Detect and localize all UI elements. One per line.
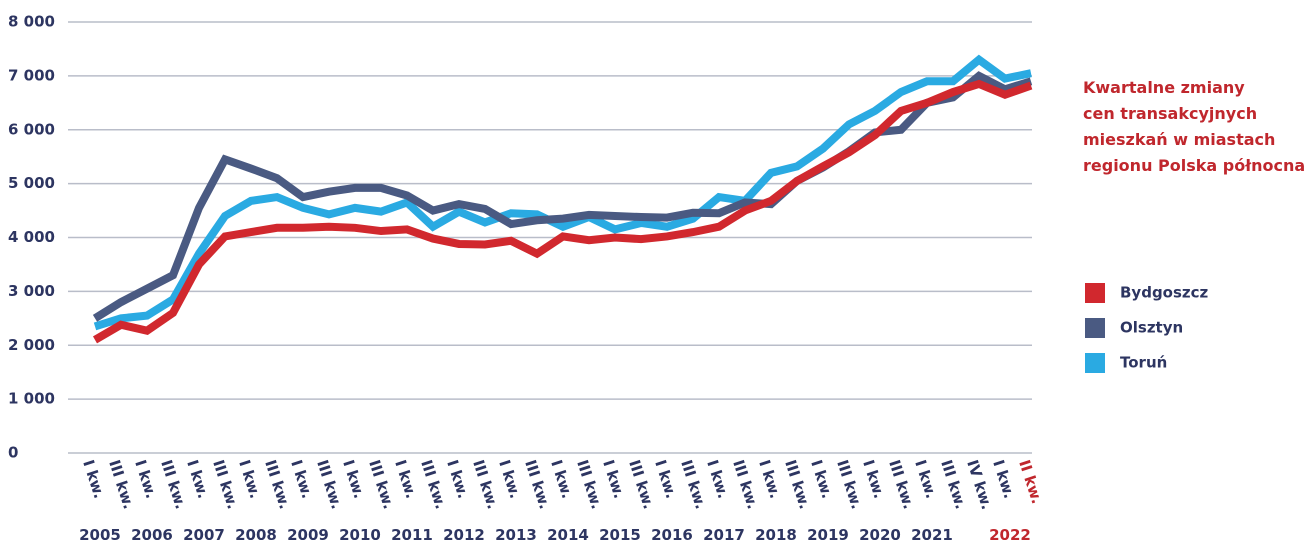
year-label: 2010 — [339, 526, 381, 544]
x-tick-label: I kw. — [911, 458, 940, 501]
year-label: 2017 — [703, 526, 745, 544]
series-line — [92, 79, 1033, 344]
x-tick-label: I kw. — [755, 458, 784, 501]
year-label: 2009 — [287, 526, 329, 544]
y-tick-label: 7 000 — [8, 66, 55, 84]
y-tick-label: 2 000 — [8, 336, 55, 354]
year-label: 2021 — [911, 526, 953, 544]
series-line — [93, 54, 1032, 331]
legend-label: Olsztyn — [1120, 319, 1183, 337]
year-label: 2020 — [859, 526, 901, 544]
year-label: 2006 — [131, 526, 173, 544]
y-tick-label: 1 000 — [8, 390, 55, 408]
chart-title: Kwartalne zmiany — [1083, 78, 1245, 97]
chart-title: mieszkań w miastach — [1083, 130, 1275, 149]
x-tick-label: I kw. — [989, 458, 1018, 501]
x-tick-label: I kw. — [235, 458, 264, 501]
year-label: 2014 — [547, 526, 589, 544]
y-tick-label: 3 000 — [8, 282, 55, 300]
year-label: 2008 — [235, 526, 277, 544]
year-label: 2015 — [599, 526, 641, 544]
series-line — [92, 71, 1033, 322]
year-label: 2011 — [391, 526, 433, 544]
x-tick-label: I kw. — [183, 458, 212, 501]
x-tick-label: I kw. — [703, 458, 732, 501]
y-tick-label: 0 — [8, 444, 18, 462]
x-tick-label: I kw. — [547, 458, 576, 501]
x-tick-label: I kw. — [859, 458, 888, 501]
year-label: 2018 — [755, 526, 797, 544]
chart-title: cen transakcyjnych — [1083, 104, 1257, 123]
year-label: 2013 — [495, 526, 537, 544]
x-tick-label: I kw. — [807, 458, 836, 501]
chart-title: regionu Polska północna — [1083, 156, 1305, 175]
legend-swatch — [1085, 353, 1105, 373]
legend-swatch — [1085, 318, 1105, 338]
x-tick-label: I kw. — [391, 458, 420, 501]
year-label: 2007 — [183, 526, 225, 544]
y-tick-label: 4 000 — [8, 228, 55, 246]
legend-label: Bydgoszcz — [1120, 284, 1209, 302]
y-tick-label: 8 000 — [8, 13, 55, 31]
x-tick-label: I kw. — [651, 458, 680, 501]
x-tick-label: I kw. — [287, 458, 316, 501]
year-label: 2012 — [443, 526, 485, 544]
year-label: 2005 — [79, 526, 121, 544]
x-tick-label: I kw. — [131, 458, 160, 501]
y-tick-label: 5 000 — [8, 174, 55, 192]
x-tick-label: I kw. — [443, 458, 472, 501]
year-label: 2022 — [989, 526, 1031, 544]
x-tick-label: I kw. — [339, 458, 368, 501]
x-tick-label: II kw. — [1015, 458, 1046, 506]
y-tick-label: 6 000 — [8, 120, 55, 138]
x-tick-label: I kw. — [495, 458, 524, 501]
x-tick-label: I kw. — [79, 458, 108, 501]
legend-swatch — [1085, 283, 1105, 303]
x-tick-label: I kw. — [599, 458, 628, 501]
year-label: 2019 — [807, 526, 849, 544]
legend-label: Toruń — [1120, 354, 1167, 372]
year-label: 2016 — [651, 526, 693, 544]
